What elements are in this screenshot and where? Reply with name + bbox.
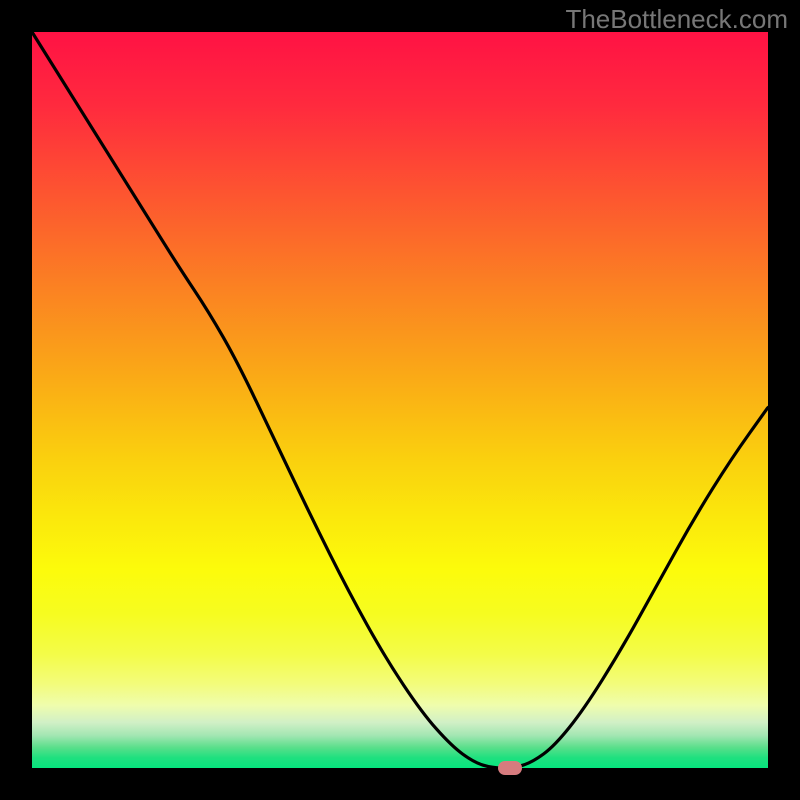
watermark-label: TheBottleneck.com [565,4,788,35]
chart-canvas: TheBottleneck.com [0,0,800,800]
plot-area [32,32,768,768]
bottleneck-marker [498,761,522,775]
bottleneck-curve [32,32,768,768]
